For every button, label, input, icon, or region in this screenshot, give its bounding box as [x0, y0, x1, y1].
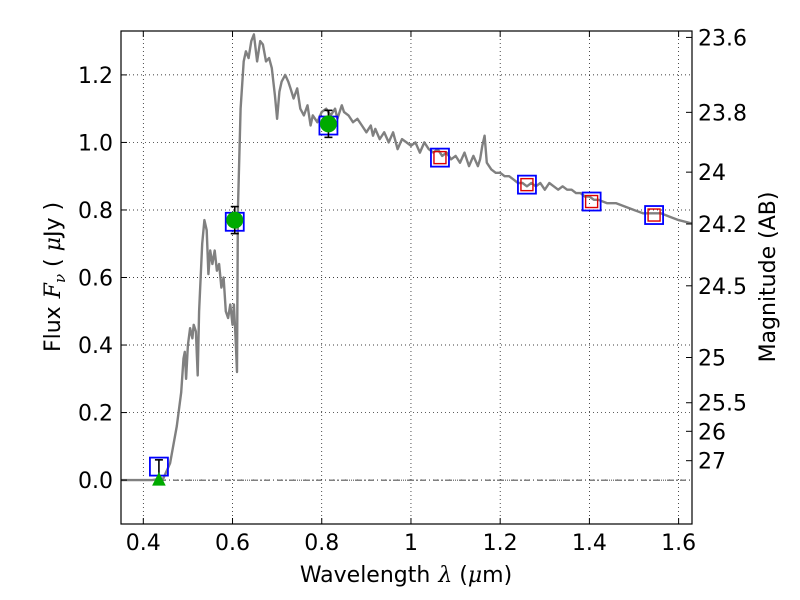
x-axis-title: Wavelength λ (μm) [300, 563, 512, 588]
y-axis-ticks: 0.0 0.2 0.4 0.6 0.8 1.0 1.2 [78, 64, 127, 494]
x-axis-ticks: 0.4 0.6 0.8 1 1.2 1.4 1.6 [126, 31, 696, 556]
right-axis-ticks: 23.6 23.8 24 24.2 24.5 25 25.5 26 27 [686, 26, 747, 475]
right-tick-label: 26 [698, 420, 726, 445]
model-flux-square-marker [520, 177, 534, 192]
x-tick-label: 0.4 [126, 531, 161, 556]
model-flux-square-marker [433, 150, 447, 165]
y-tick-label: 0.2 [78, 402, 113, 427]
right-tick-label: 24.5 [698, 275, 747, 300]
photometry-square-marker [581, 191, 602, 212]
model-spectrum-line [121, 33, 693, 482]
y-tick-label: 1.2 [78, 64, 113, 89]
right-tick-label: 23.6 [698, 26, 747, 51]
right-tick-label: 27 [698, 450, 726, 475]
photometry-square-marker [430, 147, 450, 168]
photometry-square-marker [644, 205, 664, 225]
right-axis-title: Magnitude (AB) [756, 192, 781, 363]
model-flux-square-marker [584, 194, 599, 209]
y-tick-label: 0.6 [78, 267, 113, 292]
y-tick-label: 1.0 [78, 131, 113, 156]
x-tick-label: 1.4 [572, 531, 607, 556]
y-axis-title: FluxFν ( μJy ) [41, 202, 69, 352]
upper-limit-triangle-marker [152, 471, 166, 486]
y-tick-label: 0.8 [78, 199, 113, 224]
right-tick-label: 25.5 [698, 392, 747, 417]
x-tick-label: 0.6 [215, 531, 250, 556]
right-tick-label: 25 [698, 346, 726, 371]
x-tick-label: 1.6 [661, 531, 696, 556]
x-tick-label: 1.2 [483, 531, 518, 556]
right-tick-label: 24 [698, 161, 726, 186]
detection-circle-marker [226, 211, 244, 229]
x-tick-label: 0.8 [304, 531, 339, 556]
right-tick-label: 24.2 [698, 213, 747, 238]
x-tick-label: 1 [404, 531, 418, 556]
model-flux-square-marker [647, 208, 661, 222]
detection-circle-marker [319, 115, 337, 133]
photometry-square-marker [517, 174, 537, 195]
plot-marks [121, 33, 693, 486]
y-tick-label: 0.0 [78, 469, 113, 494]
y-tick-label: 0.4 [78, 334, 113, 359]
right-tick-label: 23.8 [698, 101, 747, 126]
